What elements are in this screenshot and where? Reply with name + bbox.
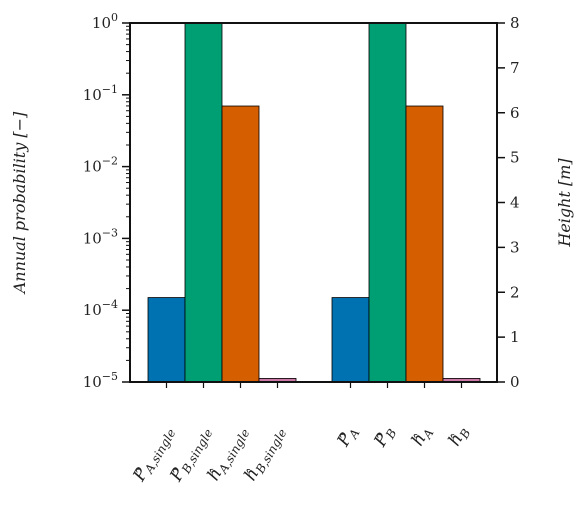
right-tick-label: 8: [510, 14, 520, 32]
bar-1: [184, 22, 223, 383]
bar-0: [147, 297, 186, 383]
right-tick-label: 3: [510, 238, 520, 256]
right-tick-label: 4: [510, 194, 520, 212]
left-tick-label: 10−1: [83, 83, 118, 104]
category-label: P̂B: [370, 422, 400, 452]
bar-6: [405, 105, 444, 383]
right-tick-label: 0: [510, 373, 520, 391]
right-tick-label: 6: [510, 104, 520, 122]
bar-2: [221, 105, 260, 383]
left-tick-label: 10−4: [83, 298, 118, 319]
left-axis-title: Annual probability [−]: [10, 111, 29, 295]
bar-4: [331, 297, 370, 383]
category-label: ĥB: [445, 422, 474, 450]
category-label: P̂A: [333, 422, 363, 452]
right-tick-label: 7: [510, 59, 520, 77]
left-tick-label: 100: [92, 11, 118, 32]
bar-5: [368, 22, 407, 383]
right-tick-label: 5: [510, 149, 520, 167]
category-label: ĥA: [408, 422, 437, 450]
left-tick-label: 10−3: [83, 226, 118, 247]
left-tick-label: 10−5: [83, 370, 118, 391]
right-tick-label: 2: [510, 283, 520, 301]
right-tick-label: 1: [510, 328, 520, 346]
right-axis-title: Height [m]: [555, 158, 574, 248]
left-tick-label: 10−2: [83, 155, 118, 176]
